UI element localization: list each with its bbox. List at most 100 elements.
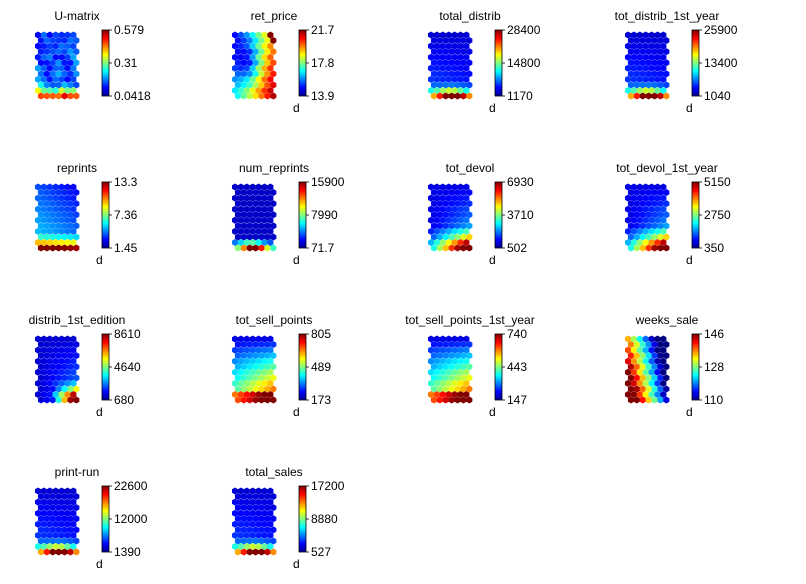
map-unit bbox=[234, 211, 241, 219]
map-unit bbox=[55, 537, 62, 545]
map-unit bbox=[249, 487, 256, 495]
unit-label: d bbox=[96, 405, 103, 419]
map-unit bbox=[442, 81, 449, 89]
map-unit bbox=[73, 352, 80, 360]
colorbar-tick-label: 1390 bbox=[114, 545, 141, 559]
map-unit bbox=[55, 548, 62, 556]
map-unit bbox=[427, 379, 435, 387]
map-unit bbox=[457, 346, 464, 354]
map-unit bbox=[445, 194, 452, 202]
map-unit bbox=[261, 227, 268, 235]
colorbar bbox=[298, 485, 307, 553]
map-unit bbox=[252, 504, 259, 512]
map-unit bbox=[454, 396, 461, 404]
map-unit bbox=[627, 70, 634, 78]
map-unit bbox=[639, 81, 646, 89]
map-unit bbox=[451, 335, 458, 343]
map-unit bbox=[436, 244, 443, 252]
colorbar-tick-label: 3710 bbox=[507, 208, 534, 222]
map-unit bbox=[64, 520, 71, 528]
map-unit bbox=[231, 53, 239, 61]
map-unit bbox=[463, 75, 470, 83]
map-unit bbox=[255, 75, 262, 83]
map-unit bbox=[249, 357, 256, 365]
map-unit bbox=[249, 498, 256, 506]
map-unit bbox=[61, 374, 68, 382]
map-unit bbox=[34, 357, 42, 365]
colorbar bbox=[101, 485, 110, 553]
map-unit bbox=[657, 244, 664, 252]
map-unit bbox=[627, 374, 634, 382]
map-unit bbox=[433, 53, 440, 61]
map-unit bbox=[624, 391, 632, 398]
map-unit bbox=[67, 200, 74, 208]
map-unit bbox=[270, 341, 277, 349]
unit-label: d bbox=[96, 253, 103, 267]
map-unit bbox=[264, 385, 271, 393]
map-unit bbox=[633, 189, 640, 197]
map-unit bbox=[237, 183, 244, 191]
map-unit bbox=[267, 531, 274, 539]
map-unit bbox=[430, 92, 437, 100]
map-unit bbox=[645, 37, 652, 45]
map-unit bbox=[633, 81, 640, 89]
map-unit bbox=[34, 183, 42, 191]
map-unit bbox=[58, 227, 65, 235]
map-unit bbox=[243, 379, 250, 387]
map-unit bbox=[37, 352, 44, 360]
map-unit bbox=[651, 37, 658, 45]
colorbar bbox=[101, 181, 110, 249]
map-unit bbox=[645, 352, 652, 360]
map-unit bbox=[70, 64, 77, 72]
map-unit bbox=[624, 368, 632, 376]
map-unit bbox=[249, 379, 256, 387]
map-unit bbox=[261, 543, 268, 550]
map-unit bbox=[627, 352, 634, 360]
map-unit bbox=[40, 75, 47, 83]
map-unit bbox=[630, 368, 637, 376]
map-unit bbox=[439, 391, 446, 398]
map-unit bbox=[264, 526, 271, 534]
map-unit bbox=[73, 537, 80, 545]
map-unit bbox=[463, 194, 470, 202]
map-unit bbox=[439, 239, 446, 246]
map-unit bbox=[234, 396, 241, 404]
map-unit bbox=[240, 233, 247, 241]
map-unit bbox=[639, 222, 646, 230]
map-unit bbox=[234, 548, 241, 556]
map-unit bbox=[70, 194, 77, 202]
map-unit bbox=[645, 244, 652, 252]
map-unit bbox=[67, 537, 74, 545]
map-unit bbox=[439, 379, 446, 387]
map-unit bbox=[70, 357, 77, 365]
map-unit bbox=[258, 537, 265, 545]
map-unit bbox=[433, 205, 440, 213]
unit-label: d bbox=[96, 557, 103, 571]
map-unit bbox=[40, 194, 47, 202]
map-unit bbox=[58, 183, 65, 191]
map-unit bbox=[457, 335, 464, 343]
map-unit bbox=[249, 509, 256, 517]
map-unit bbox=[52, 531, 59, 539]
map-unit bbox=[34, 391, 42, 398]
map-unit bbox=[43, 396, 50, 404]
map-unit bbox=[249, 531, 256, 539]
map-unit bbox=[448, 200, 455, 208]
map-unit bbox=[436, 222, 443, 230]
map-unit bbox=[645, 396, 652, 404]
map-unit bbox=[261, 87, 268, 94]
map-unit bbox=[46, 64, 53, 72]
map-unit bbox=[630, 379, 637, 387]
map-unit bbox=[466, 374, 473, 382]
map-unit bbox=[630, 75, 637, 83]
map-unit bbox=[73, 515, 80, 523]
map-unit bbox=[448, 363, 455, 371]
map-unit bbox=[64, 216, 71, 224]
map-unit bbox=[255, 357, 262, 365]
map-unit bbox=[445, 87, 452, 94]
colorbar-tick-label: 7990 bbox=[311, 208, 338, 222]
map-unit bbox=[460, 59, 467, 67]
map-unit bbox=[231, 75, 239, 83]
map-unit bbox=[252, 48, 259, 56]
map-unit bbox=[267, 379, 274, 387]
